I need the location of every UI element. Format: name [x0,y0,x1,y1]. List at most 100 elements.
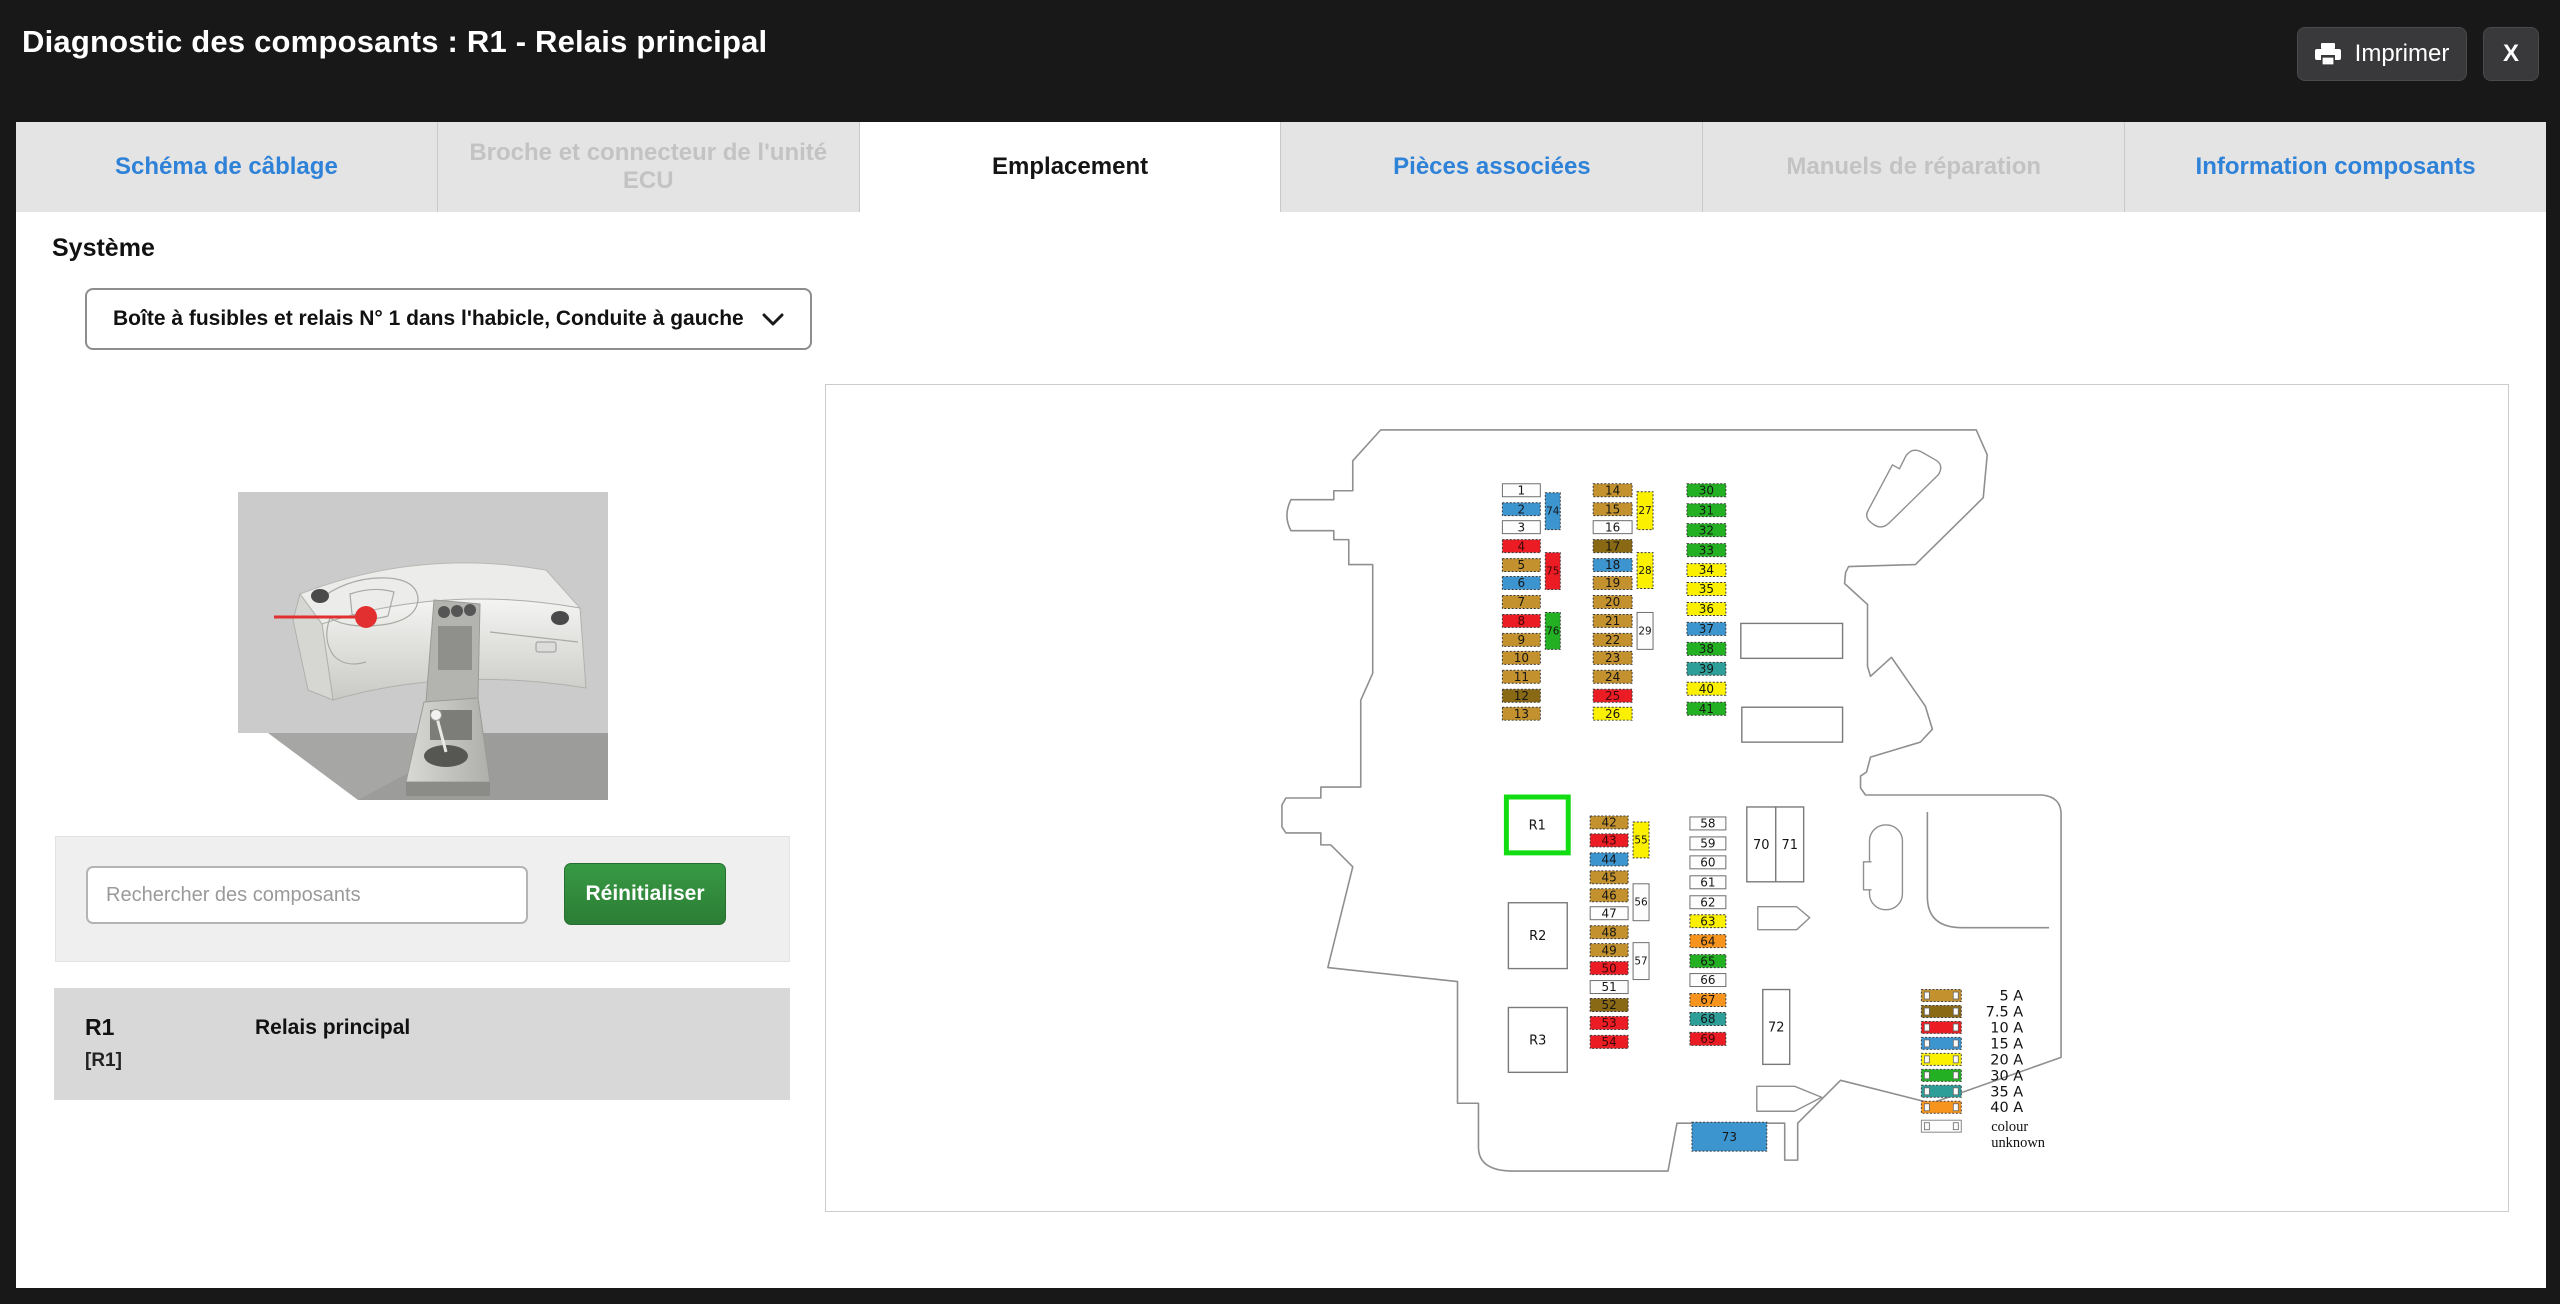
diagram-text: 56 [1634,897,1647,909]
diagram-text: 37 [1699,622,1714,636]
fuse-44 [1589,852,1629,867]
fuse-10 [1501,650,1541,665]
diagram-text: 35 [1699,582,1714,596]
diagram-text: 25 [1605,689,1620,703]
relay-box-70 [1746,806,1777,883]
diagram-text: 17 [1605,539,1620,553]
fuse-26 [1592,706,1633,721]
fuse-22 [1592,632,1633,647]
diagram-text: 34 [1699,563,1714,577]
fuse-16 [1592,520,1633,535]
legend-swatch-prong [1923,1103,1930,1112]
print-button[interactable]: Imprimer [2297,27,2467,81]
diagram-text: 59 [1700,837,1715,851]
tab-information-composants[interactable]: Information composants [2125,122,2546,212]
diagram-text: 61 [1700,875,1715,889]
diagram-text: 58 [1700,817,1715,831]
fuse-27 [1636,491,1654,531]
diagram-text: 35 A [1990,1084,2023,1100]
fuse-75 [1544,552,1561,591]
search-input[interactable] [86,866,528,924]
diagram-text: 30 A [1990,1068,2023,1084]
legend-swatch-prong [1952,1071,1959,1080]
fuse-15 [1592,502,1633,517]
diagram-text: 50 [1602,961,1617,975]
fuse-30 [1686,483,1727,498]
fuse-61 [1689,875,1727,890]
legend-swatch-15A [1920,1036,1962,1050]
diagram-text: 24 [1605,670,1620,684]
fuse-50 [1589,961,1629,976]
component-code: R1 [85,1014,115,1040]
inner-wall [1926,811,2050,929]
tab-emplacement[interactable]: Emplacement [859,122,1282,212]
legend-swatch-prong [1952,1039,1959,1048]
diagram-text: 28 [1638,565,1651,577]
diagram-text: 54 [1602,1035,1617,1049]
diagram-text: R3 [1529,1033,1546,1048]
printer-icon [2314,42,2341,66]
arrow-shape-1 [1757,906,1811,931]
relay-box-R2 [1507,902,1568,970]
fuse-32 [1686,523,1727,538]
diagram-text: 18 [1605,558,1620,572]
diagram-text: 40 [1699,682,1714,696]
fuse-3 [1501,520,1541,535]
diagram-text: 73 [1722,1130,1737,1144]
diagram-text: 49 [1602,943,1617,957]
diagram-text: 76 [1546,625,1559,637]
fuse-74 [1544,492,1561,531]
diagram-text: 53 [1602,1016,1617,1030]
diagram-text: 46 [1602,888,1617,902]
close-button[interactable]: X [2483,27,2539,81]
fuse-60 [1689,855,1727,870]
fuse-67 [1689,993,1727,1007]
diagram-text: 1 [1518,483,1526,497]
diagram-text: unknown [1991,1135,2045,1151]
fuse-54 [1589,1034,1629,1049]
fuse-73 [1691,1121,1768,1152]
diagram-text: 47 [1602,906,1617,920]
diagram-text: 44 [1602,853,1617,867]
diagram-text: 7 [1518,595,1526,609]
diagram-text: 41 [1699,702,1714,716]
tab-sch-ma-de-c-blage[interactable]: Schéma de câblage [16,122,438,212]
diagram-text: 14 [1605,483,1620,497]
page-title: Diagnostic des composants : R1 - Relais … [22,24,768,59]
diagram-text: 20 A [1990,1052,2023,1068]
relay-box-highlighted-R1 [1503,794,1571,856]
fuse-23 [1592,650,1633,665]
capsule-notch [1862,861,1872,891]
fuse-46 [1589,888,1629,903]
legend-swatch-unknown [1920,1119,1962,1133]
reset-button[interactable]: Réinitialiser [564,863,726,925]
fuse-18 [1592,558,1633,573]
diagram-text: 33 [1699,543,1714,557]
fuse-1 [1501,483,1541,498]
legend-swatch-prong [1923,1007,1930,1016]
diagram-text: 13 [1514,707,1529,721]
diagram-text: 63 [1700,914,1715,928]
legend-swatch-prong [1952,1007,1959,1016]
connector-shape [1866,449,1942,528]
system-dropdown[interactable]: Boîte à fusibles et relais N° 1 dans l'h… [85,288,812,350]
fuse-36 [1686,601,1727,616]
component-result-row[interactable]: R1 [R1] Relais principal [54,988,790,1100]
component-location-image [238,490,608,800]
diagram-text: 22 [1605,633,1620,647]
diagram-text: 60 [1700,856,1715,870]
fuse-12 [1501,688,1541,703]
legend-swatch-prong [1923,1071,1930,1080]
fusebox-diagram-panel: R1 R2 R3 70 71 72 1 2 3 4 5 6 7 8 9 10 11 12 13 74 75 76 14 15 1… [825,384,2509,1212]
fusebox-outline [1281,429,2062,1172]
fuse-21 [1592,613,1633,628]
fuse-53 [1589,1015,1629,1030]
fuse-41 [1686,701,1727,716]
diagram-text: 3 [1518,520,1526,534]
tab-pi-ces-associ-es[interactable]: Pièces associées [1281,122,1704,212]
fuse-62 [1689,895,1727,910]
diagram-text: 21 [1605,614,1620,628]
diagram-text: 23 [1605,651,1620,665]
tab-label: Schéma de câblage [115,153,338,181]
legend-swatch-5A [1920,989,1962,1003]
